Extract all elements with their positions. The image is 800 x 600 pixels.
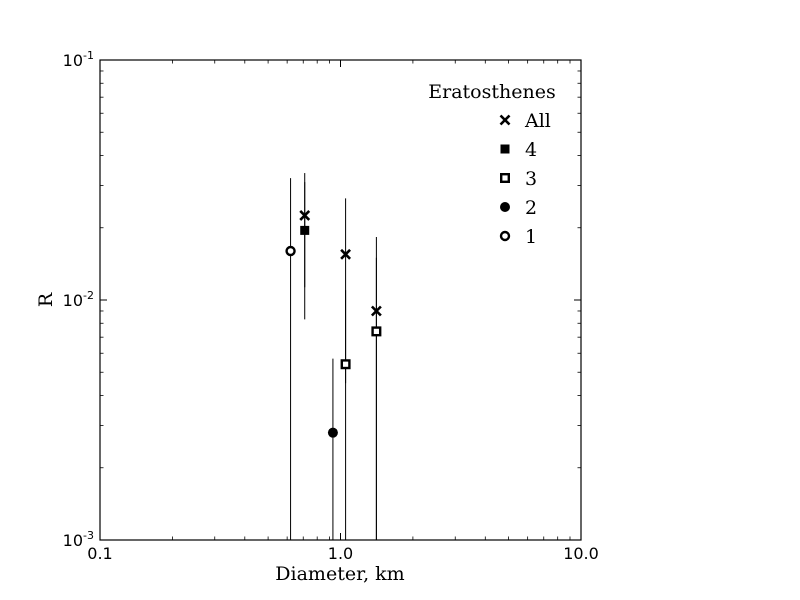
- marker-all-stroke: [340, 248, 352, 260]
- legend: Eratosthenes All 4 3 2 1: [428, 81, 555, 248]
- marker-all: [370, 305, 382, 317]
- legend-marker-3: [500, 172, 511, 183]
- marker-all: [299, 210, 311, 221]
- error-bars: [290, 173, 377, 540]
- marker-all-stroke: [370, 305, 382, 317]
- legend-marker-all: [499, 114, 511, 126]
- legend-marker-2: [500, 202, 510, 212]
- marker-all: [340, 248, 352, 260]
- legend-marker-1: [499, 230, 511, 242]
- y-tick-base: 10: [63, 51, 83, 70]
- legend-marker-4: [500, 144, 510, 154]
- y-tick-label: 10-2: [63, 289, 94, 310]
- marker-3: [340, 359, 351, 370]
- marker-1: [285, 245, 296, 257]
- x-tick-label: 10.0: [563, 544, 599, 563]
- y-tick-exponent: -2: [83, 289, 94, 302]
- x-tick-label: 0.1: [87, 544, 112, 563]
- data-markers: [285, 210, 382, 438]
- legend-label-2: 2: [525, 197, 537, 219]
- x-tick-label: 1.0: [328, 544, 353, 563]
- y-tick-label: 10-3: [63, 529, 94, 550]
- y-tick-base: 10: [63, 531, 83, 550]
- marker-2: [327, 427, 338, 438]
- legend-marker-all-stroke: [499, 114, 511, 126]
- marker-3: [371, 326, 382, 337]
- y-tick-label: 10-1: [63, 49, 94, 70]
- y-axis-title: R: [35, 292, 57, 307]
- plot-area-frame: [99, 59, 582, 541]
- legend-label-4: 4: [525, 139, 537, 161]
- y-tick-base: 10: [63, 291, 83, 310]
- y-tick-labels: 10-310-210-1: [63, 49, 94, 550]
- y-tick-exponent: -1: [83, 49, 94, 62]
- legend-label-all: All: [524, 110, 551, 132]
- y-tick-exponent: -3: [83, 529, 94, 542]
- legend-label-3: 3: [525, 168, 537, 190]
- marker-4: [300, 225, 310, 235]
- x-tick-labels: 0.1 1.0 10.0: [87, 544, 599, 563]
- x-axis-title: Diameter, km: [275, 563, 404, 585]
- legend-label-1: 1: [525, 226, 537, 248]
- marker-all-stroke: [299, 210, 311, 221]
- legend-title: Eratosthenes: [428, 81, 555, 103]
